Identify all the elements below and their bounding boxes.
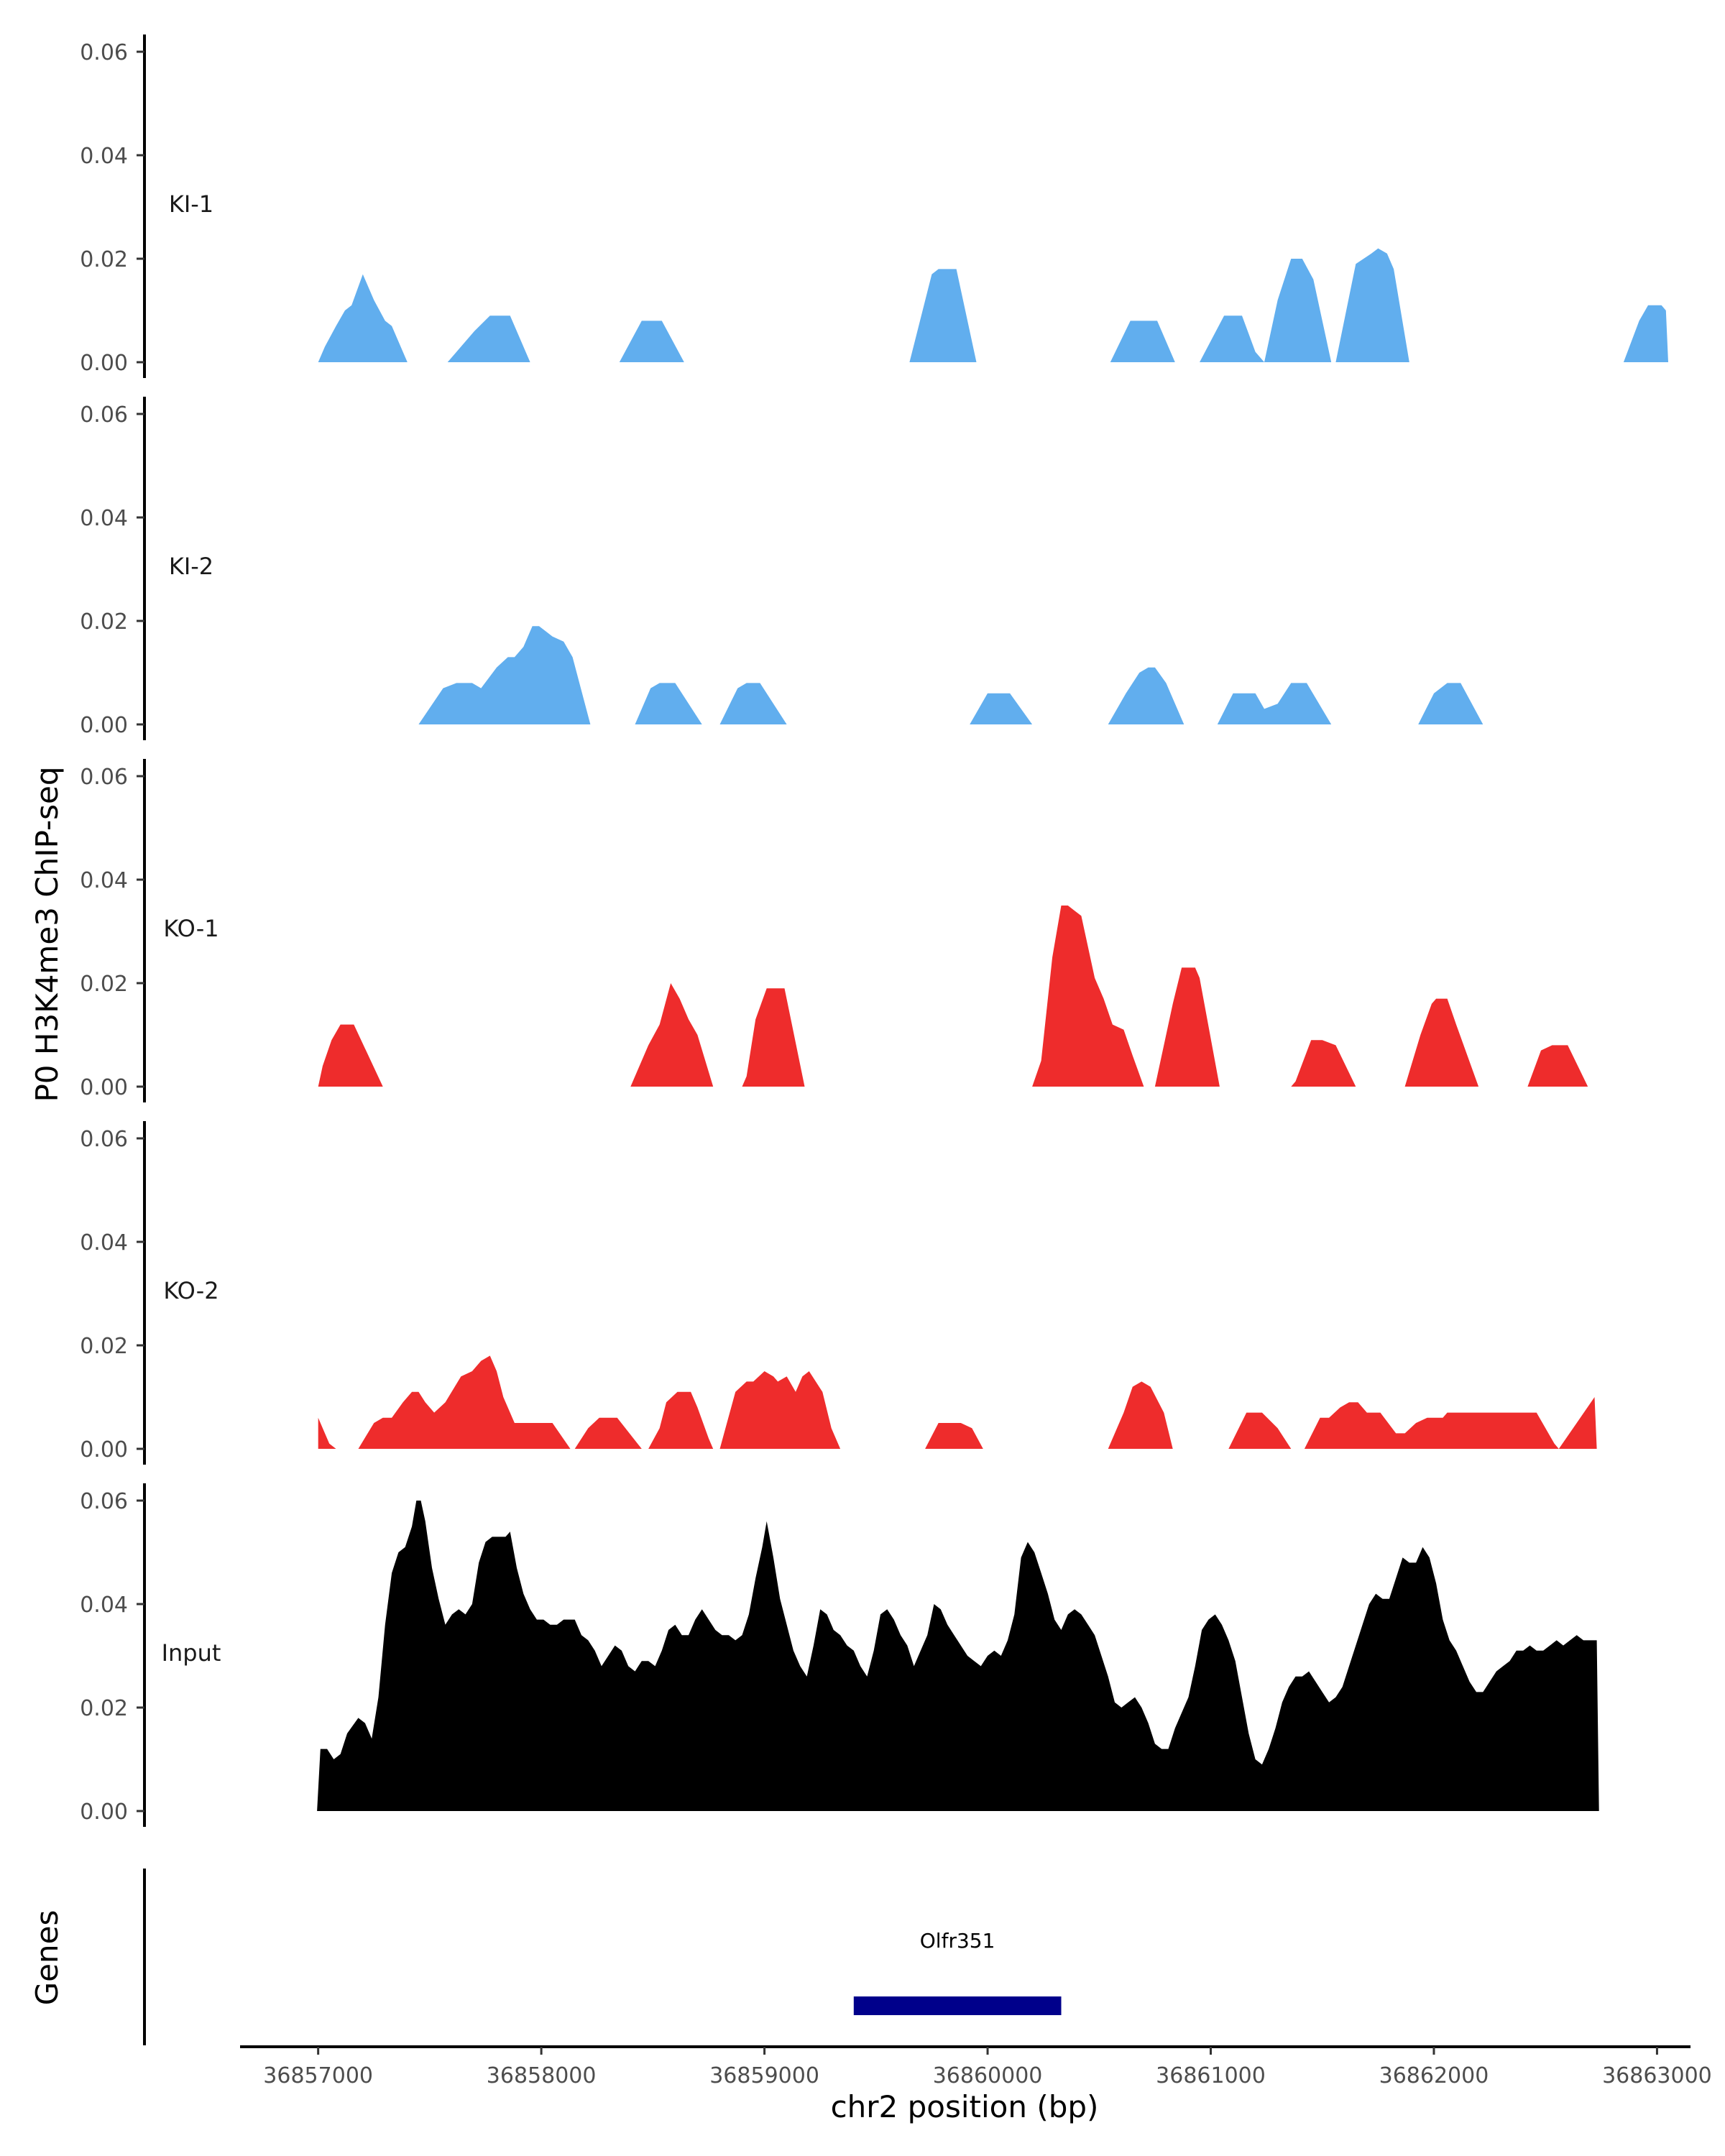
y-tick-label-input-1: 0.02 bbox=[80, 1696, 128, 1721]
x-axis: 36857000 36858000 36859000 36860000 36861000… bbox=[240, 2045, 1712, 2088]
track-ki-2: 0.00 0.02 0.04 0.06 KI-2 bbox=[80, 397, 1484, 740]
y-tick-label-ko-1-1: 0.02 bbox=[80, 972, 128, 997]
y-tick-label-ki-1-3: 0.06 bbox=[80, 40, 128, 65]
x-tick-label-4: 36861000 bbox=[1156, 2063, 1266, 2088]
y-tick-label-input-3: 0.06 bbox=[80, 1489, 128, 1514]
x-tick-label-6: 36863000 bbox=[1602, 2063, 1712, 2088]
genes-axis-title: Genes bbox=[29, 1910, 65, 2006]
y-tick-label-ko-2-3: 0.06 bbox=[80, 1127, 128, 1152]
y-tick-label-ko-2-2: 0.04 bbox=[80, 1230, 128, 1256]
track-input: 0.00 0.02 0.04 0.06 Input bbox=[80, 1483, 1599, 1827]
signal-area-ki-2 bbox=[418, 626, 1484, 724]
panel-label-input: Input bbox=[162, 1639, 221, 1667]
y-tick-label-ko-2-1: 0.02 bbox=[80, 1334, 128, 1359]
panel-label-ko-1: KO-1 bbox=[163, 915, 218, 942]
y-tick-label-input-0: 0.00 bbox=[80, 1800, 128, 1825]
panel-label-ko-2: KO-2 bbox=[163, 1277, 218, 1304]
signal-area-ko-1 bbox=[318, 906, 1588, 1087]
y-tick-label-ko-2-0: 0.00 bbox=[80, 1437, 128, 1462]
signal-area-ki-1 bbox=[318, 248, 1669, 362]
x-tick-label-0: 36857000 bbox=[263, 2063, 373, 2088]
y-tick-label-ko-1-0: 0.00 bbox=[80, 1075, 128, 1100]
y-tick-label-ko-1-3: 0.06 bbox=[80, 765, 128, 790]
track-ko-2: 0.00 0.02 0.04 0.06 KO-2 bbox=[80, 1121, 1597, 1465]
gene-label-olfr351: Olfr351 bbox=[920, 1929, 995, 1953]
genes-panel: Olfr351 bbox=[143, 1869, 1062, 2045]
signal-area-ko-2 bbox=[318, 1355, 1597, 1449]
panel-label-ki-1: KI-1 bbox=[169, 190, 213, 218]
x-tick-label-5: 36862000 bbox=[1379, 2063, 1489, 2088]
y-tick-label-ki-1-2: 0.04 bbox=[80, 144, 128, 169]
signal-area-input bbox=[317, 1501, 1599, 1811]
track-ko-1: 0.00 0.02 0.04 0.06 KO-1 bbox=[80, 759, 1588, 1102]
gene-bar-olfr351 bbox=[853, 1996, 1062, 2015]
y-tick-label-input-2: 0.04 bbox=[80, 1593, 128, 1618]
y-tick-label-ki-1-0: 0.00 bbox=[80, 351, 128, 376]
y-tick-label-ki-1-1: 0.02 bbox=[80, 247, 128, 272]
y-tick-label-ki-2-0: 0.00 bbox=[80, 713, 128, 738]
y-axis-title: P0 H3K4me3 ChIP-seq bbox=[29, 766, 65, 1102]
y-tick-label-ki-2-2: 0.04 bbox=[80, 506, 128, 531]
y-tick-label-ki-2-3: 0.06 bbox=[80, 402, 128, 428]
x-tick-label-2: 36859000 bbox=[709, 2063, 819, 2088]
track-ki-1: 0.00 0.02 0.04 0.06 KI-1 bbox=[80, 34, 1669, 378]
x-tick-label-1: 36858000 bbox=[487, 2063, 597, 2088]
y-tick-label-ko-1-2: 0.04 bbox=[80, 868, 128, 893]
x-axis-title: chr2 position (bp) bbox=[831, 2089, 1099, 2124]
x-tick-label-3: 36860000 bbox=[933, 2063, 1043, 2088]
panel-label-ki-2: KI-2 bbox=[169, 553, 213, 580]
signal-tracks: 0.00 0.02 0.04 0.06 KI-1 0.00 0.02 0.04 0.06 KI-2… bbox=[80, 34, 1669, 1827]
y-tick-label-ki-2-1: 0.02 bbox=[80, 609, 128, 635]
